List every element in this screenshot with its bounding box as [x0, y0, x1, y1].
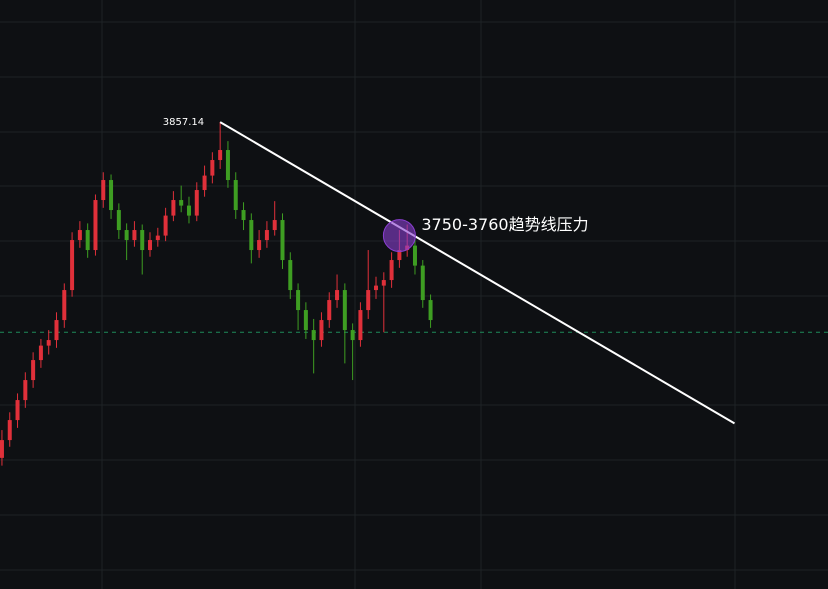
candle-body	[109, 180, 114, 211]
candle-body	[327, 300, 332, 321]
candle-body	[202, 175, 207, 191]
candle-body	[194, 190, 199, 216]
candle-body	[272, 220, 277, 231]
candle-body	[241, 210, 246, 221]
candle-body	[358, 310, 363, 341]
candle-body	[296, 290, 301, 311]
candle-body	[46, 340, 51, 346]
candle-body	[186, 205, 191, 216]
candle-body	[335, 290, 340, 301]
candle-body	[412, 245, 417, 266]
candle-body	[179, 200, 184, 206]
candle-body	[210, 160, 215, 176]
candle-body	[23, 380, 28, 401]
candle-body	[428, 300, 433, 321]
candle-body	[264, 230, 269, 241]
max-price-label: 3857.14	[163, 117, 204, 128]
candle-body	[350, 330, 355, 341]
candle-body	[132, 230, 137, 241]
candle-body	[7, 420, 12, 441]
candle-body	[280, 220, 285, 261]
annotation-marker	[382, 219, 416, 253]
candle-body	[148, 240, 153, 251]
candle-body	[163, 215, 168, 236]
candle-body	[155, 235, 160, 241]
candle-body	[70, 240, 75, 291]
candle-body	[124, 230, 129, 241]
candle-body	[225, 150, 230, 181]
candle-body	[374, 285, 379, 291]
candle-body	[311, 330, 316, 341]
candle-body	[85, 230, 90, 251]
candle-body	[319, 320, 324, 341]
candle-body	[233, 180, 238, 211]
candle-body	[257, 240, 262, 251]
candle-body	[62, 290, 67, 321]
candle-body	[31, 360, 36, 381]
candle-body	[101, 180, 106, 201]
candle-body	[366, 290, 371, 311]
candle-body	[303, 310, 308, 331]
candle-body	[77, 230, 82, 241]
candle-body	[218, 150, 223, 161]
candle-body	[38, 345, 43, 361]
candle-body	[0, 440, 4, 458]
candle-body	[389, 260, 394, 281]
annotation-text: 3750-3760趋势线压力	[421, 215, 588, 234]
candle-body	[15, 400, 20, 421]
candle-body	[140, 230, 145, 251]
candle-body	[397, 250, 402, 261]
candle-body	[420, 265, 425, 301]
candle-body	[342, 290, 347, 331]
candle-body	[54, 320, 59, 341]
candle-body	[249, 220, 254, 251]
trendline	[219, 121, 735, 425]
candle-body	[381, 280, 386, 286]
candle-body	[288, 260, 293, 291]
candle-body	[93, 200, 98, 251]
candle-body	[171, 200, 176, 216]
candle-body	[116, 210, 121, 231]
